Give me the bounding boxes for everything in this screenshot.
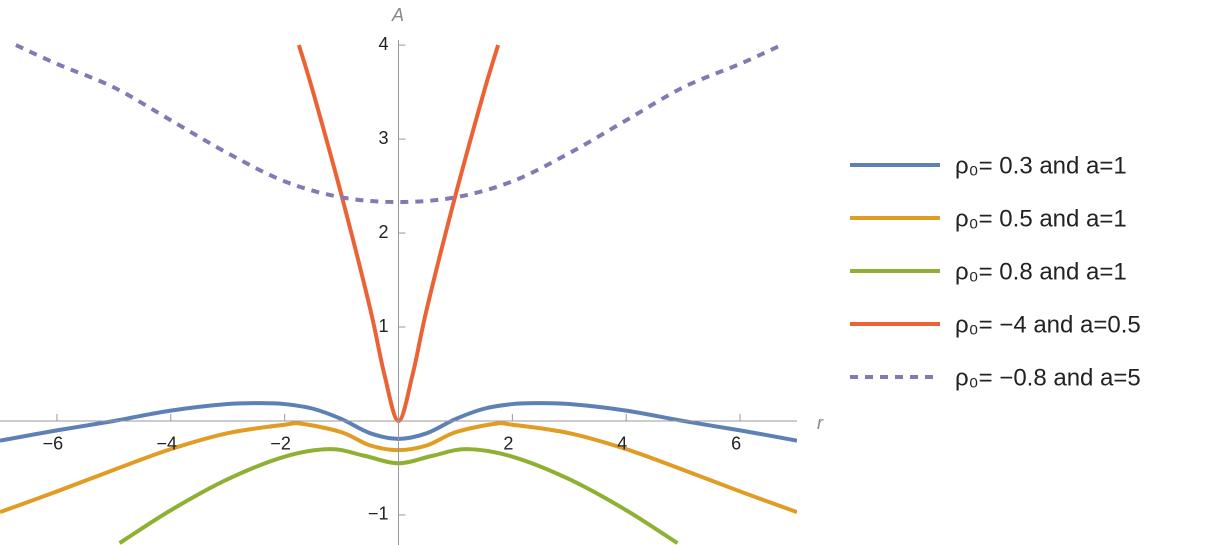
x-tick-label: 4 <box>617 434 627 454</box>
y-tick-label: 1 <box>378 316 388 336</box>
series-line <box>15 43 782 205</box>
y-axis-label: A <box>391 5 404 25</box>
legend-label: ρ₀= 0.3 and a=1 <box>955 152 1127 179</box>
legend-label: ρ₀= −4 and a=0.5 <box>955 311 1141 338</box>
legend-label: ρ₀= 0.8 and a=1 <box>955 258 1127 285</box>
y-tick-label: 4 <box>378 34 388 54</box>
y-tick-label: 3 <box>378 128 388 148</box>
x-tick-label: −2 <box>270 434 291 454</box>
legend-label: ρ₀= 0.5 and a=1 <box>955 205 1127 232</box>
x-tick-label: 6 <box>731 434 741 454</box>
y-tick-label: −1 <box>368 504 389 524</box>
legend-label: ρ₀= −0.8 and a=5 <box>955 364 1141 391</box>
x-axis-label: r <box>817 413 824 433</box>
x-tick-label: 2 <box>503 434 513 454</box>
x-tick-label: −4 <box>157 434 178 454</box>
y-tick-label: 2 <box>378 222 388 242</box>
x-tick-label: −6 <box>43 434 64 454</box>
